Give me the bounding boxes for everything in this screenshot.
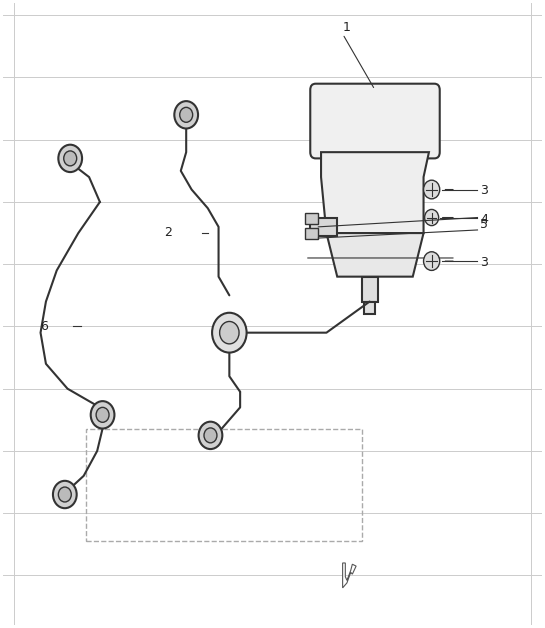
- Bar: [305, 212, 318, 224]
- Polygon shape: [326, 233, 423, 277]
- Circle shape: [96, 408, 109, 422]
- Bar: [364, 301, 375, 314]
- Circle shape: [204, 428, 217, 443]
- Text: 3: 3: [480, 185, 488, 197]
- Circle shape: [423, 180, 440, 199]
- Bar: [361, 277, 378, 301]
- FancyBboxPatch shape: [310, 84, 440, 158]
- Text: 4: 4: [480, 212, 488, 225]
- Bar: [87, 429, 361, 541]
- Circle shape: [90, 401, 114, 428]
- Circle shape: [423, 252, 440, 271]
- Circle shape: [180, 107, 193, 122]
- Circle shape: [174, 101, 198, 129]
- Text: 5: 5: [480, 218, 488, 231]
- Circle shape: [58, 487, 71, 502]
- Text: 1: 1: [343, 21, 350, 34]
- Bar: [310, 217, 337, 236]
- Bar: [305, 228, 318, 239]
- Circle shape: [53, 481, 77, 508]
- Circle shape: [64, 151, 77, 166]
- Text: 3: 3: [480, 256, 488, 269]
- Polygon shape: [343, 563, 356, 588]
- Polygon shape: [321, 152, 429, 233]
- Text: 6: 6: [40, 320, 49, 333]
- Circle shape: [220, 322, 239, 344]
- Circle shape: [212, 313, 246, 352]
- Text: 2: 2: [165, 226, 172, 239]
- Circle shape: [198, 421, 222, 449]
- Circle shape: [425, 209, 439, 225]
- Circle shape: [58, 144, 82, 172]
